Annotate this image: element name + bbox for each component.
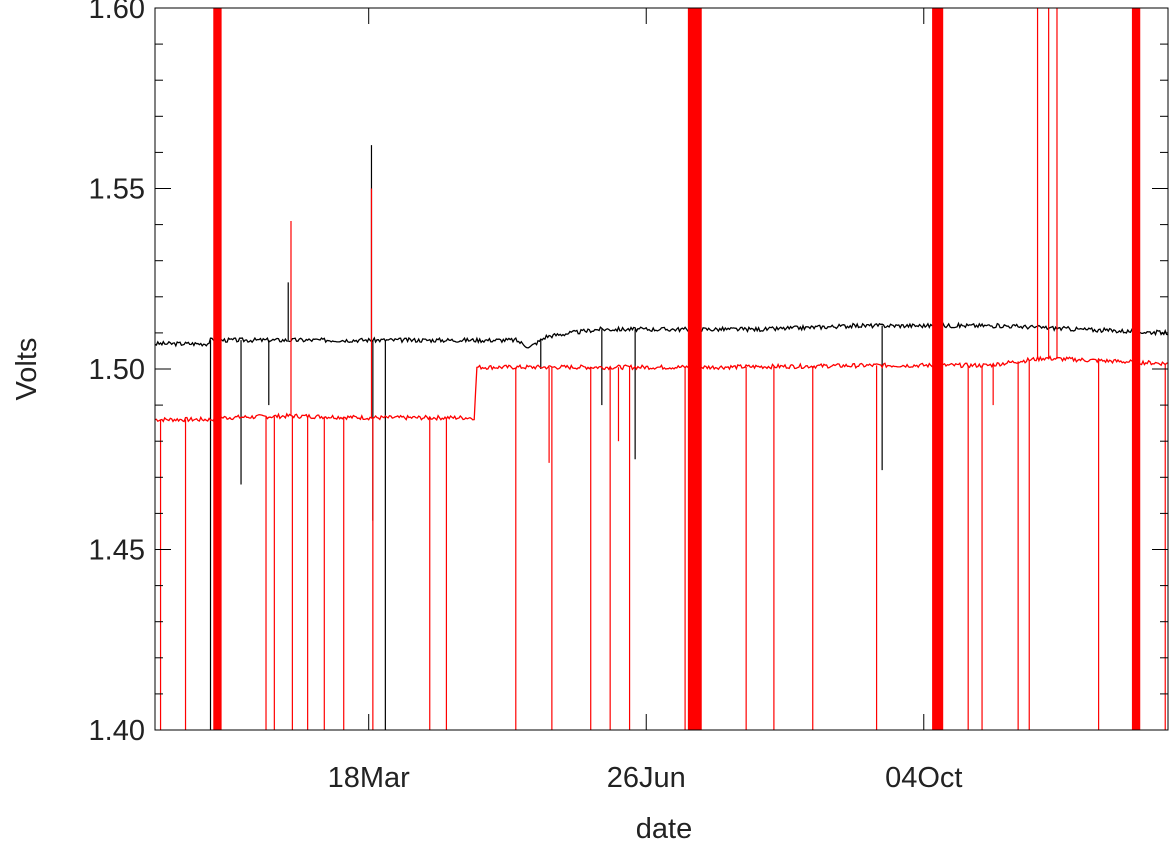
y-tick-label: 1.55 [89,174,145,206]
y-tick-label: 1.45 [89,535,145,567]
axis-ticks: 1.40 1.45 1.50 1.55 1.60 18Mar 26Jun 04Oct [89,0,1168,794]
y-tick-label: 1.50 [89,354,145,386]
y-tick-label: 1.40 [89,715,145,747]
x-axis-title: date [636,813,692,845]
x-tick-label: 26Jun [607,762,686,794]
y-axis-title: Volts [11,338,43,401]
red-saturated-band [687,8,702,730]
red-saturated-band [932,8,944,730]
red-saturated-band [1131,8,1141,730]
plot-area [155,8,1168,730]
red-series [155,8,1168,730]
red-saturated-band [213,8,222,730]
red-line [155,354,1168,423]
plot-frame [154,7,1169,731]
black-series [155,80,1168,730]
x-tick-label: 04Oct [885,762,962,794]
x-tick-label: 18Mar [328,762,411,794]
black-line [155,321,1168,349]
y-tick-label: 1.60 [89,0,145,25]
